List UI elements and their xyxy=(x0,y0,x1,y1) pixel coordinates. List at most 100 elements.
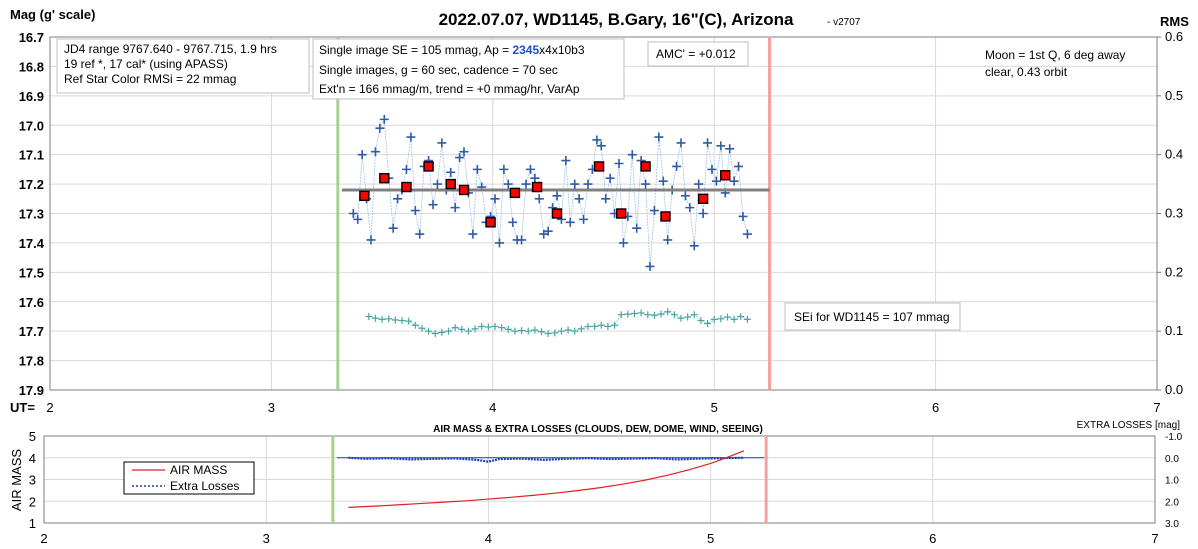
rms-point xyxy=(484,323,492,331)
rms-point xyxy=(723,313,731,321)
rms-point xyxy=(684,313,692,321)
single-image-point xyxy=(738,211,748,221)
single-image-point xyxy=(605,173,615,183)
group-average-point xyxy=(531,181,543,193)
rms-point xyxy=(690,311,698,319)
single-image-point xyxy=(663,235,673,245)
y-axis-label: Mag (g' scale) xyxy=(10,7,95,22)
y-tick-label: 17.9 xyxy=(19,383,44,398)
group-average-point xyxy=(616,208,627,219)
x-tick-label: 7 xyxy=(1153,400,1160,415)
lower-x-tick-label: 4 xyxy=(485,531,492,546)
y2-tick-label: 0.3 xyxy=(1165,206,1183,221)
rms-point xyxy=(478,322,486,330)
amc-text: AMC' = +0.012 xyxy=(656,47,736,61)
rms-point xyxy=(391,316,399,324)
rms-point xyxy=(717,315,725,323)
x-tick-label: 2 xyxy=(46,400,53,415)
single-image-point xyxy=(366,235,376,245)
rms-point xyxy=(544,330,552,338)
single-image-point xyxy=(596,141,606,151)
lower-y2-tick-label: 0.0 xyxy=(1165,454,1179,465)
y-tick-label: 17.6 xyxy=(19,295,44,310)
lower-y-tick-label: 5 xyxy=(29,429,36,444)
single-image-point xyxy=(672,161,682,171)
single-image-point xyxy=(437,138,447,148)
y-tick-label: 16.9 xyxy=(19,89,44,104)
group-average-point xyxy=(485,217,496,228)
lower-x-tick-label: 6 xyxy=(929,531,936,546)
y-tick-label: 17.2 xyxy=(19,177,44,192)
single-image-point xyxy=(561,156,571,166)
single-image-point xyxy=(455,153,465,163)
y-tick-label: 17.0 xyxy=(19,118,44,133)
single-image-point xyxy=(601,194,611,204)
rms-point xyxy=(637,309,645,317)
moon-text: Moon = 1st Q, 6 deg away xyxy=(985,48,1125,62)
x-tick-label: 6 xyxy=(932,400,939,415)
air-mass-line xyxy=(348,450,745,508)
single-image-point xyxy=(370,147,380,157)
rms-point xyxy=(511,327,519,335)
plot-frame xyxy=(49,36,1158,391)
lower-y2-axis-label: EXTRA LOSSES [mag] xyxy=(1077,420,1181,431)
single-image-point xyxy=(525,164,535,174)
single-image-point xyxy=(393,194,403,204)
group-average-point xyxy=(509,187,521,199)
single-image-point xyxy=(401,164,411,174)
sky-condition-text: clear, 0.43 orbit xyxy=(985,65,1068,79)
legend-extra-losses-label: Extra Losses xyxy=(170,479,239,493)
y-tick-label: 16.8 xyxy=(19,59,44,74)
lower-y-tick-label: 3 xyxy=(29,473,36,488)
y-tick-label: 17.8 xyxy=(19,354,44,369)
single-image-point xyxy=(632,223,642,233)
single-image-point xyxy=(410,206,420,216)
rms-point xyxy=(518,327,526,335)
single-image-point xyxy=(415,229,425,239)
single-image-point xyxy=(503,179,513,189)
single-image-point xyxy=(649,206,659,216)
legend-box xyxy=(123,461,255,495)
amc-box xyxy=(647,41,749,67)
single-image-point xyxy=(406,132,416,142)
extra-losses-line xyxy=(348,456,744,463)
rms-point xyxy=(365,312,373,320)
single-image-point xyxy=(716,141,726,151)
rms-point xyxy=(730,315,738,323)
y2-tick-label: 0.6 xyxy=(1165,29,1183,44)
y-tick-label: 16.7 xyxy=(19,30,44,45)
rms-point xyxy=(471,325,479,333)
single-image-point xyxy=(534,194,544,204)
rms-point xyxy=(491,322,499,330)
single-image-point xyxy=(689,241,699,251)
group-average-point xyxy=(593,161,605,172)
rms-point xyxy=(743,315,751,323)
lower-y-tick-label: 2 xyxy=(29,494,36,509)
rms-point xyxy=(737,312,745,320)
single-image-point xyxy=(353,214,363,224)
rms-point xyxy=(697,317,705,325)
single-image-point xyxy=(517,235,527,245)
group-average-point xyxy=(697,193,709,204)
y-tick-label: 17.5 xyxy=(19,265,44,280)
rms-point xyxy=(650,311,658,319)
x-axis-label: UT= xyxy=(10,400,35,415)
single-image-point xyxy=(490,194,500,204)
single-image-point xyxy=(734,161,744,171)
rms-point xyxy=(564,326,572,334)
group-average-point xyxy=(359,190,370,202)
jd-range-text: JD4 range 9767.640 - 9767.715, 1.9 hrs xyxy=(64,42,277,56)
single-image-point xyxy=(574,194,584,204)
single-image-point xyxy=(618,238,628,248)
lower-y2-tick-label: -1.0 xyxy=(1165,432,1183,443)
rms-point xyxy=(411,321,419,329)
single-image-point xyxy=(543,226,553,236)
single-image-point xyxy=(570,179,580,189)
single-image-point xyxy=(729,176,739,186)
ref-color-text: Ref Star Color RMSi = 22 mmag xyxy=(64,72,236,86)
x-tick-label: 3 xyxy=(268,400,275,415)
single-image-point xyxy=(508,217,518,227)
single-image-point xyxy=(579,214,589,224)
single-image-point xyxy=(694,179,704,189)
sei-box xyxy=(784,302,961,331)
